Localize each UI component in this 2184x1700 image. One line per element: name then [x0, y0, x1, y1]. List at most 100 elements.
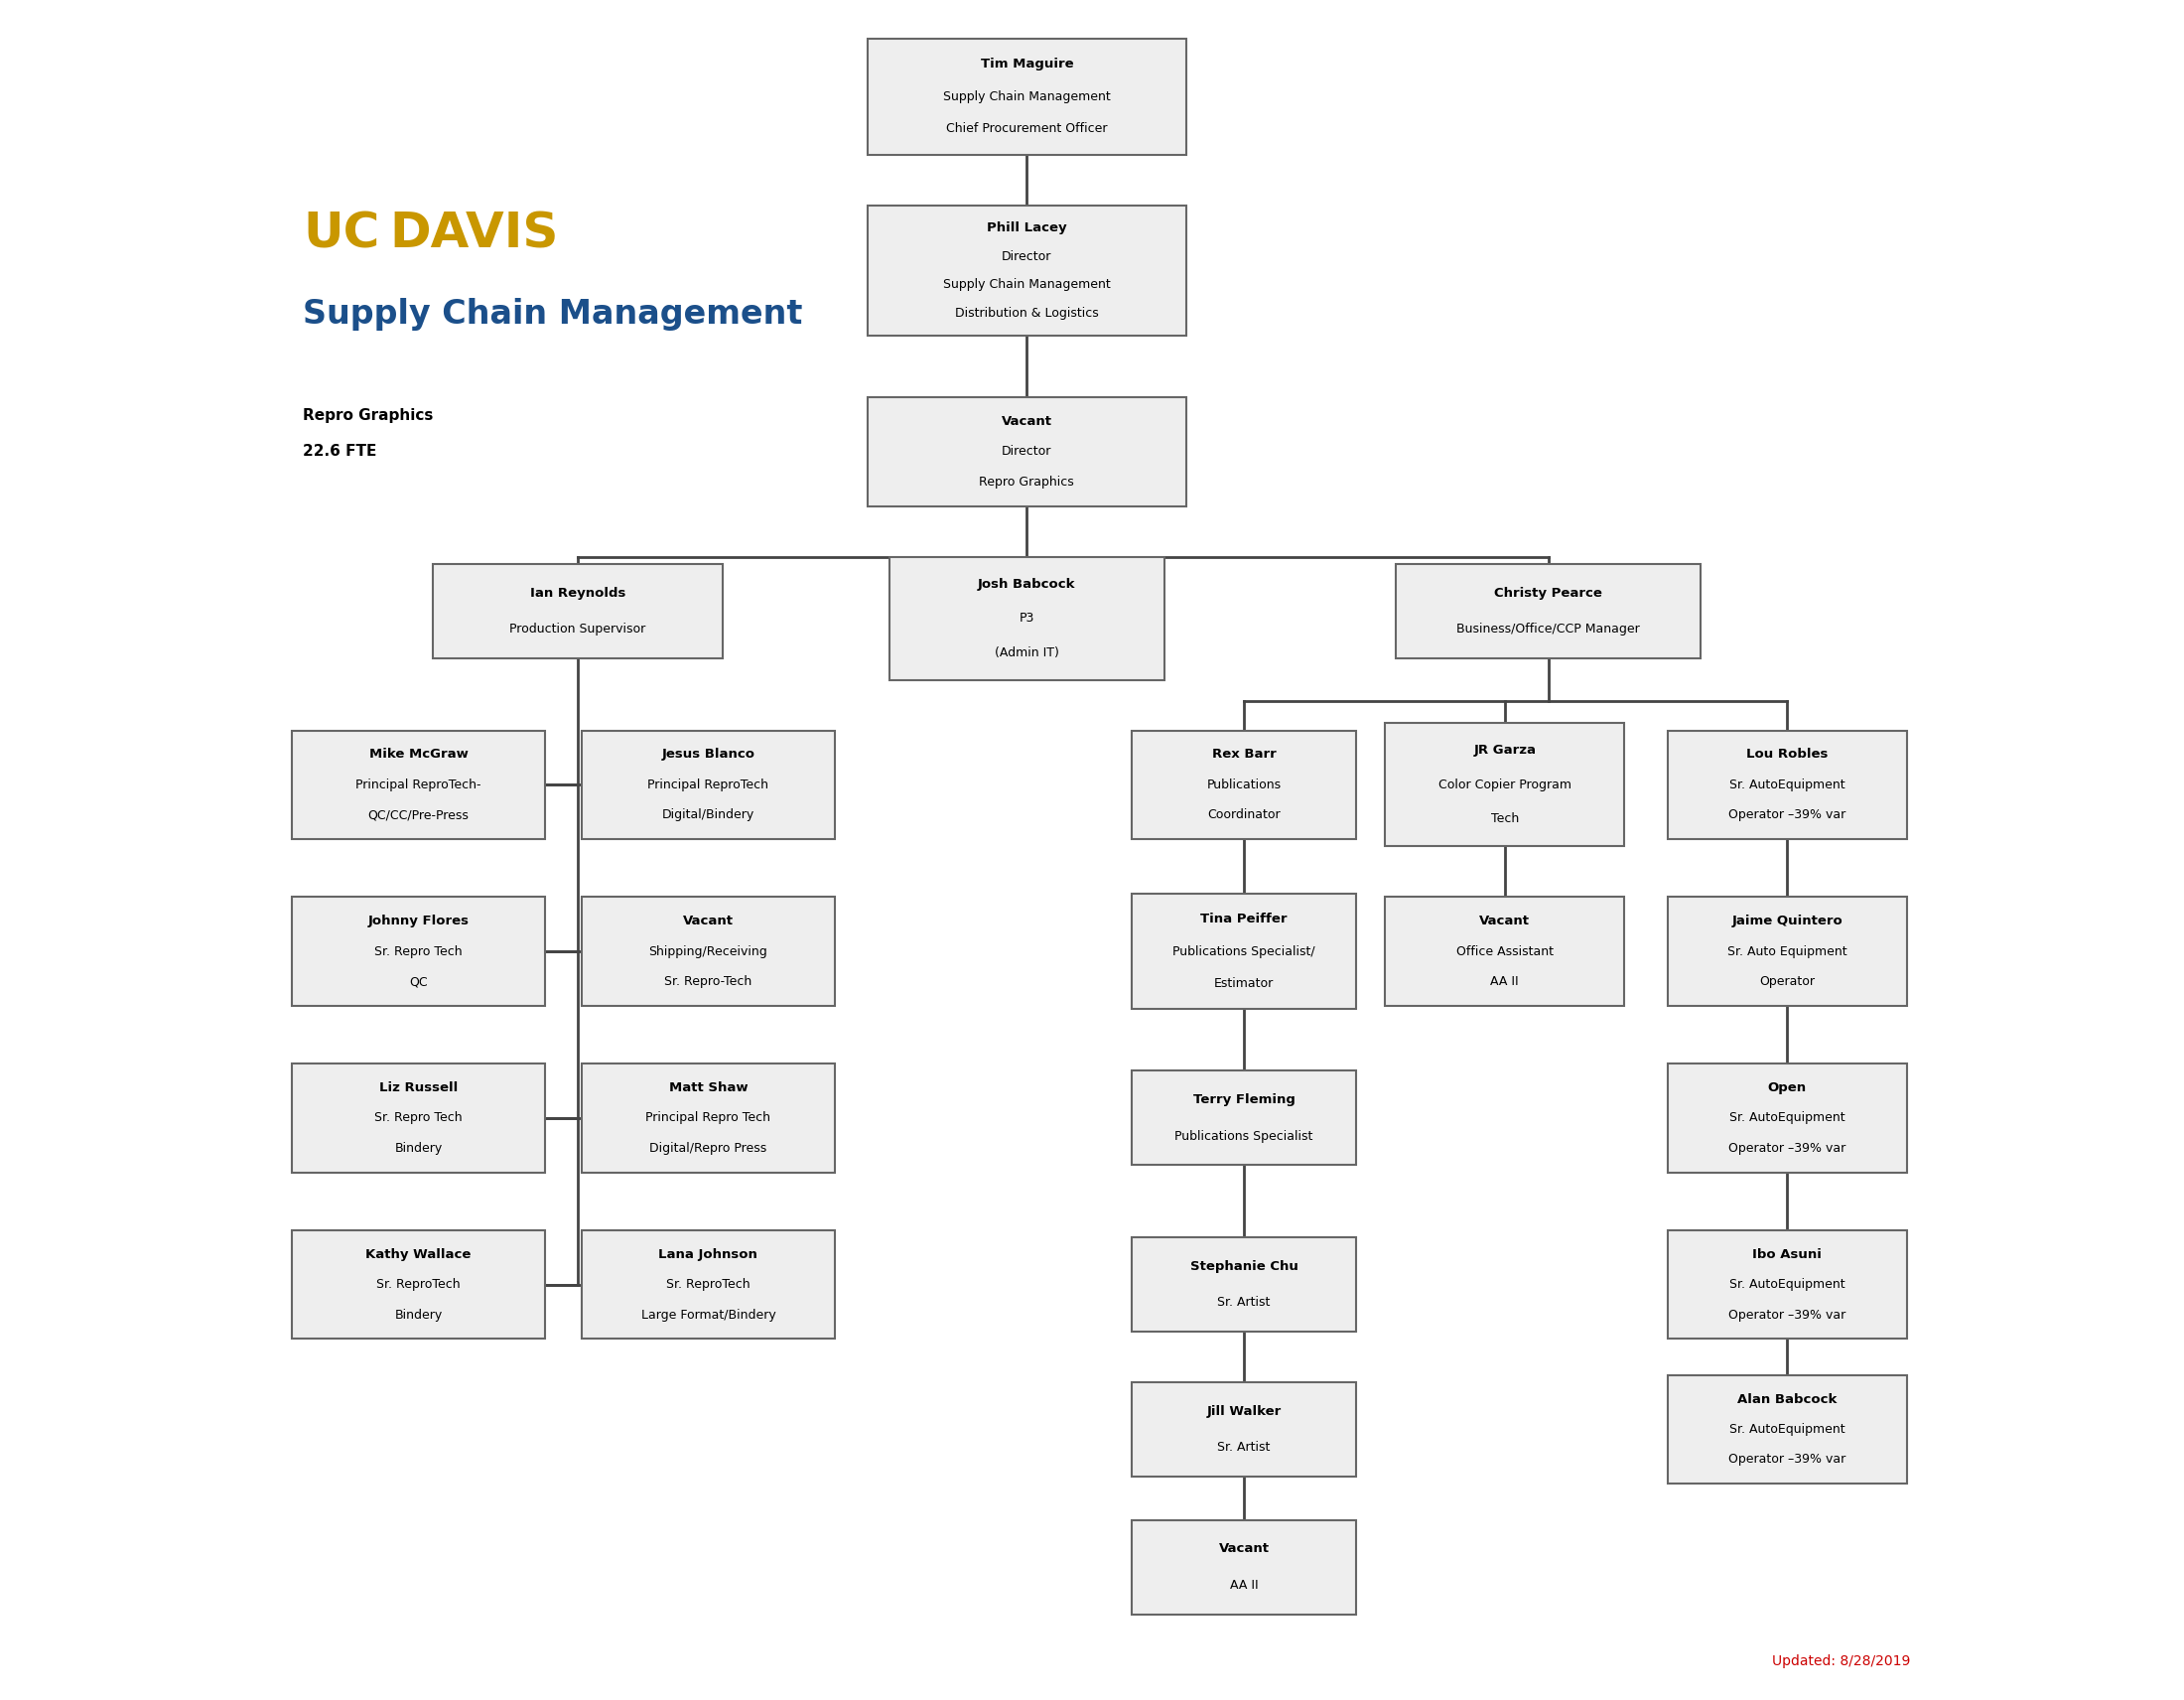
Text: Publications: Publications — [1208, 779, 1282, 791]
Text: Vacant: Vacant — [1219, 1542, 1269, 1556]
Text: Tim Maguire: Tim Maguire — [981, 58, 1072, 71]
FancyBboxPatch shape — [432, 564, 723, 658]
FancyBboxPatch shape — [1385, 722, 1625, 847]
Text: AA II: AA II — [1230, 1579, 1258, 1591]
Text: Sr. AutoEquipment: Sr. AutoEquipment — [1730, 1278, 1845, 1290]
FancyBboxPatch shape — [1131, 731, 1356, 840]
Text: Bindery: Bindery — [395, 1309, 443, 1321]
FancyBboxPatch shape — [1131, 1238, 1356, 1331]
Text: Sr. AutoEquipment: Sr. AutoEquipment — [1730, 1423, 1845, 1436]
Text: QC/CC/Pre-Press: QC/CC/Pre-Press — [367, 809, 470, 821]
Text: Sr. ReproTech: Sr. ReproTech — [666, 1278, 749, 1290]
FancyBboxPatch shape — [867, 206, 1186, 335]
FancyBboxPatch shape — [581, 1231, 834, 1340]
Text: Shipping/Receiving: Shipping/Receiving — [649, 945, 767, 957]
Text: Vacant: Vacant — [1479, 915, 1531, 928]
FancyBboxPatch shape — [1131, 1382, 1356, 1477]
Text: Supply Chain Management: Supply Chain Management — [943, 279, 1112, 291]
FancyBboxPatch shape — [1669, 1231, 1907, 1340]
Text: Sr. Repro Tech: Sr. Repro Tech — [373, 1112, 463, 1124]
Text: Phill Lacey: Phill Lacey — [987, 221, 1066, 235]
Text: Operator –39% var: Operator –39% var — [1728, 1454, 1845, 1465]
Text: Rex Barr: Rex Barr — [1212, 748, 1275, 762]
FancyBboxPatch shape — [293, 1064, 546, 1173]
Text: Repro Graphics: Repro Graphics — [304, 408, 432, 423]
Text: QC: QC — [408, 976, 428, 988]
Text: JR Garza: JR Garza — [1474, 745, 1535, 756]
Text: Johnny Flores: Johnny Flores — [367, 915, 470, 928]
Text: Open: Open — [1767, 1081, 1806, 1095]
FancyBboxPatch shape — [293, 898, 546, 1006]
FancyBboxPatch shape — [1131, 894, 1356, 1010]
Text: Stephanie Chu: Stephanie Chu — [1190, 1260, 1297, 1273]
FancyBboxPatch shape — [1669, 731, 1907, 840]
FancyBboxPatch shape — [1669, 1375, 1907, 1484]
Text: Josh Babcock: Josh Babcock — [978, 578, 1077, 590]
Text: Jill Walker: Jill Walker — [1208, 1404, 1282, 1418]
Text: Principal Repro Tech: Principal Repro Tech — [646, 1112, 771, 1124]
Text: Operator –39% var: Operator –39% var — [1728, 1309, 1845, 1321]
Text: Office Assistant: Office Assistant — [1457, 945, 1553, 957]
Text: Sr. Auto Equipment: Sr. Auto Equipment — [1728, 945, 1848, 957]
Text: Coordinator: Coordinator — [1208, 809, 1280, 821]
Text: Sr. Repro Tech: Sr. Repro Tech — [373, 945, 463, 957]
Text: Supply Chain Management: Supply Chain Management — [304, 298, 802, 330]
FancyBboxPatch shape — [1385, 898, 1625, 1006]
Text: Large Format/Bindery: Large Format/Bindery — [640, 1309, 775, 1321]
Text: Operator –39% var: Operator –39% var — [1728, 1142, 1845, 1154]
Text: Distribution & Logistics: Distribution & Logistics — [954, 306, 1099, 320]
FancyBboxPatch shape — [889, 556, 1164, 680]
Text: Christy Pearce: Christy Pearce — [1494, 586, 1603, 600]
Text: Production Supervisor: Production Supervisor — [509, 622, 646, 636]
FancyBboxPatch shape — [293, 731, 546, 840]
Text: Jesus Blanco: Jesus Blanco — [662, 748, 756, 762]
Text: AA II: AA II — [1489, 976, 1520, 988]
Text: Kathy Wallace: Kathy Wallace — [365, 1248, 472, 1261]
Text: P3: P3 — [1020, 612, 1035, 624]
FancyBboxPatch shape — [293, 1231, 546, 1340]
FancyBboxPatch shape — [581, 898, 834, 1006]
Text: Operator: Operator — [1760, 976, 1815, 988]
Text: Jaime Quintero: Jaime Quintero — [1732, 915, 1843, 928]
Text: Principal ReproTech: Principal ReproTech — [649, 779, 769, 791]
Text: Sr. AutoEquipment: Sr. AutoEquipment — [1730, 1112, 1845, 1124]
Text: Supply Chain Management: Supply Chain Management — [943, 90, 1112, 104]
Text: Color Copier Program: Color Copier Program — [1439, 779, 1570, 791]
Text: Estimator: Estimator — [1214, 978, 1273, 989]
FancyBboxPatch shape — [581, 731, 834, 840]
FancyBboxPatch shape — [1669, 1064, 1907, 1173]
Text: Publications Specialist: Publications Specialist — [1175, 1130, 1313, 1142]
Text: Business/Office/CCP Manager: Business/Office/CCP Manager — [1457, 622, 1640, 636]
Text: Updated: 8/28/2019: Updated: 8/28/2019 — [1771, 1654, 1911, 1668]
FancyBboxPatch shape — [1669, 898, 1907, 1006]
FancyBboxPatch shape — [1131, 1071, 1356, 1164]
Text: Liz Russell: Liz Russell — [380, 1081, 459, 1095]
Text: Operator –39% var: Operator –39% var — [1728, 809, 1845, 821]
Text: Ian Reynolds: Ian Reynolds — [531, 586, 625, 600]
Text: Tina Peiffer: Tina Peiffer — [1201, 913, 1289, 927]
Text: Alan Babcock: Alan Babcock — [1736, 1392, 1837, 1406]
Text: Sr. Artist: Sr. Artist — [1216, 1297, 1271, 1309]
Text: Digital/Repro Press: Digital/Repro Press — [649, 1142, 767, 1154]
Text: Sr. Artist: Sr. Artist — [1216, 1442, 1271, 1454]
Text: Principal ReproTech-: Principal ReproTech- — [356, 779, 480, 791]
Text: Sr. Repro-Tech: Sr. Repro-Tech — [664, 976, 751, 988]
Text: Ibo Asuni: Ibo Asuni — [1752, 1248, 1821, 1261]
Text: UC: UC — [304, 211, 380, 258]
Text: Director: Director — [1002, 250, 1053, 264]
Text: Lana Johnson: Lana Johnson — [660, 1248, 758, 1261]
Text: Sr. AutoEquipment: Sr. AutoEquipment — [1730, 779, 1845, 791]
FancyBboxPatch shape — [1396, 564, 1701, 658]
Text: Vacant: Vacant — [684, 915, 734, 928]
Text: Bindery: Bindery — [395, 1142, 443, 1154]
Text: Vacant: Vacant — [1002, 415, 1053, 428]
Text: Director: Director — [1002, 445, 1053, 457]
Text: Sr. ReproTech: Sr. ReproTech — [376, 1278, 461, 1290]
Text: Matt Shaw: Matt Shaw — [668, 1081, 747, 1095]
FancyBboxPatch shape — [581, 1064, 834, 1173]
Text: Lou Robles: Lou Robles — [1747, 748, 1828, 762]
Text: Terry Fleming: Terry Fleming — [1192, 1093, 1295, 1107]
Text: Chief Procurement Officer: Chief Procurement Officer — [946, 122, 1107, 136]
Text: Tech: Tech — [1492, 813, 1518, 826]
Text: 22.6 FTE: 22.6 FTE — [304, 444, 376, 459]
